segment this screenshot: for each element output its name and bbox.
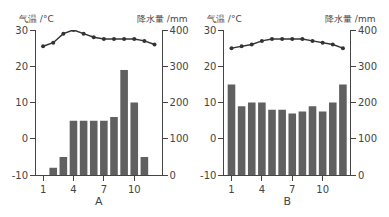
svg-text:100: 100 — [170, 133, 189, 144]
svg-text:降水量 /mm: 降水量 /mm — [137, 14, 187, 24]
svg-text:10: 10 — [15, 97, 28, 108]
svg-text:0: 0 — [358, 170, 364, 181]
svg-text:B: B — [283, 195, 291, 208]
svg-text:0: 0 — [170, 170, 176, 181]
svg-text:20: 20 — [204, 61, 217, 72]
svg-text:降水量 /mm: 降水量 /mm — [325, 14, 375, 24]
svg-text:200: 200 — [170, 97, 189, 108]
svg-text:400: 400 — [170, 25, 189, 36]
svg-text:10: 10 — [316, 184, 329, 195]
svg-text:4: 4 — [259, 184, 265, 195]
svg-text:1: 1 — [228, 184, 234, 195]
svg-text:-10: -10 — [12, 170, 28, 181]
svg-text:0: 0 — [22, 133, 28, 144]
svg-text:1: 1 — [40, 184, 46, 195]
svg-text:10: 10 — [128, 184, 141, 195]
svg-text:4: 4 — [70, 184, 76, 195]
svg-text:7: 7 — [101, 184, 107, 195]
svg-text:100: 100 — [358, 133, 377, 144]
svg-text:0: 0 — [210, 133, 216, 144]
svg-text:气温 /°C: 气温 /°C — [207, 14, 242, 24]
svg-text:气温 /°C: 气温 /°C — [19, 14, 54, 24]
svg-text:30: 30 — [204, 25, 217, 36]
svg-text:30: 30 — [15, 25, 28, 36]
svg-text:200: 200 — [358, 97, 377, 108]
svg-text:10: 10 — [204, 97, 217, 108]
svg-text:300: 300 — [358, 61, 377, 72]
svg-text:7: 7 — [289, 184, 295, 195]
svg-text:-10: -10 — [200, 170, 216, 181]
svg-text:300: 300 — [170, 61, 189, 72]
svg-text:A: A — [95, 195, 103, 208]
svg-text:400: 400 — [358, 25, 377, 36]
svg-text:20: 20 — [15, 61, 28, 72]
